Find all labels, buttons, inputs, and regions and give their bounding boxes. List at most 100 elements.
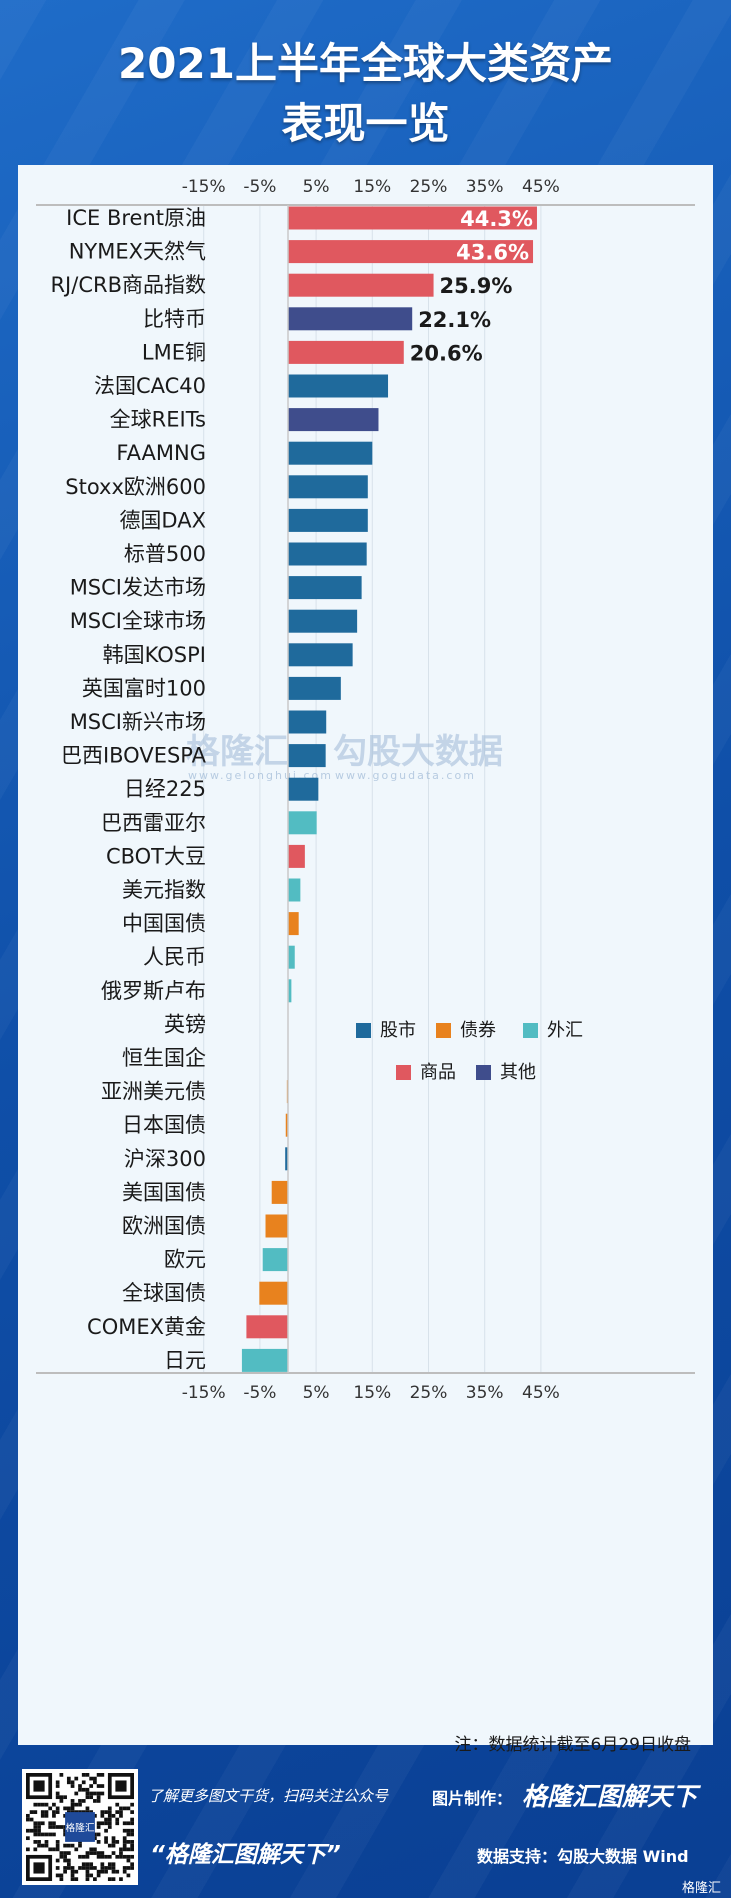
x-tick-label-bottom: 35%: [466, 1383, 504, 1403]
x-tick-label-bottom: 5%: [303, 1383, 330, 1403]
bar: [288, 576, 362, 600]
category-label: 标普500: [124, 542, 206, 566]
bar: [259, 1281, 288, 1305]
x-tick-label-top: 35%: [466, 177, 504, 197]
bar: [262, 1248, 288, 1272]
category-label: 俄罗斯卢布: [101, 979, 206, 1003]
category-label: NYMEX天然气: [69, 240, 206, 264]
bar: [288, 240, 534, 264]
category-label: 人民币: [143, 945, 206, 969]
legend-label: 商品: [420, 1062, 456, 1083]
bar: [288, 676, 341, 700]
bar: [288, 408, 379, 432]
bar: [288, 273, 434, 297]
data-label: 43.6%: [456, 241, 529, 265]
legend-label: 外汇: [547, 1020, 583, 1041]
data-label: 22.1%: [418, 308, 491, 332]
bar: [265, 1214, 288, 1238]
category-label: MSCI发达市场: [70, 576, 206, 600]
category-label: MSCI新兴市场: [70, 710, 206, 734]
legend-swatch: [523, 1023, 538, 1038]
category-label: 全球国债: [122, 1281, 206, 1305]
bar: [288, 744, 326, 768]
category-label: 美国国债: [122, 1180, 206, 1204]
title-line-1: 2021上半年全球大类资产: [118, 39, 613, 88]
bar: [288, 475, 368, 499]
page-title: 2021上半年全球大类资产 表现一览: [0, 34, 731, 154]
category-label: CBOT大豆: [106, 844, 206, 868]
bar: [288, 979, 292, 1003]
category-label: 恒生国企: [122, 1046, 206, 1070]
category-label: 日元: [164, 1348, 206, 1372]
legend-swatch: [476, 1065, 491, 1080]
category-label: 德国DAX: [119, 508, 206, 532]
x-tick-label-top: 5%: [303, 177, 330, 197]
footer: 格隆汇 了解更多图文干货，扫码关注公众号 “格隆汇图解天下” 图片制作： 格隆汇…: [0, 1755, 731, 1898]
data-label: 25.9%: [440, 274, 513, 298]
category-label: 比特币: [143, 307, 206, 331]
x-tick-label-bottom: 15%: [353, 1383, 391, 1403]
category-label: 欧洲国债: [122, 1214, 206, 1238]
bar: [241, 1348, 288, 1372]
legend-label: 股市: [380, 1020, 416, 1041]
bar-chart: -15% -15% -5% -5% 5% 5% 15% 15% 25% 25% 35% 35% 45% 4…: [36, 177, 695, 1403]
bar: [288, 609, 358, 633]
bar: [288, 710, 327, 734]
x-tick-label-top: 45%: [522, 177, 560, 197]
bar: [288, 307, 413, 331]
account-name: “格隆汇图解天下”: [150, 1842, 341, 1868]
qr-code-graphic: 格隆汇: [26, 1773, 134, 1881]
chart-panel: -15% -15% -5% -5% 5% 5% 15% 15% 25% 25% 35% 35% 45% 4…: [18, 165, 713, 1745]
category-label: 欧元: [164, 1248, 206, 1272]
category-label: 英镑: [164, 1012, 206, 1036]
category-label: COMEX黄金: [87, 1315, 206, 1339]
bar: [288, 508, 368, 532]
category-label: ICE Brent原油: [66, 206, 206, 230]
legend-swatch: [356, 1023, 371, 1038]
x-tick-label-top: 15%: [353, 177, 391, 197]
x-tick-label-top: -15%: [182, 177, 226, 197]
category-label: FAAMNG: [116, 441, 206, 465]
x-tick-label-bottom: -5%: [243, 1383, 276, 1403]
category-label: 日本国债: [122, 1113, 206, 1137]
category-label: 日经225: [124, 777, 206, 801]
bar: [288, 945, 295, 969]
qr-center-label: 格隆汇: [65, 1821, 94, 1834]
category-label: 巴西雷亚尔: [101, 811, 206, 835]
bar: [246, 1315, 288, 1339]
bar: [271, 1180, 288, 1204]
bar: [288, 912, 299, 936]
x-tick-label-bottom: -15%: [182, 1383, 226, 1403]
corner-logo: 格隆汇: [681, 1881, 721, 1896]
bar: [288, 844, 305, 868]
category-label: RJ/CRB商品指数: [50, 273, 206, 297]
data-note: 注：数据统计截至6月29日收盘: [454, 1735, 691, 1755]
qr-code[interactable]: 格隆汇: [22, 1769, 138, 1885]
bar: [288, 542, 367, 566]
bar: [288, 206, 537, 230]
category-label: 法国CAC40: [94, 374, 206, 398]
category-label: MSCI全球市场: [70, 609, 206, 633]
bar: [285, 1113, 288, 1137]
bar: [288, 777, 319, 801]
data-label: 20.6%: [410, 341, 483, 365]
data-source: 数据支持：勾股大数据 Wind: [477, 1847, 689, 1866]
category-label: 巴西IBOVESPA: [61, 744, 207, 768]
follow-text: 了解更多图文干货，扫码关注公众号: [148, 1787, 389, 1805]
legend-swatch: [436, 1023, 451, 1038]
category-label: Stoxx欧洲600: [65, 475, 206, 499]
category-label: 美元指数: [122, 878, 206, 902]
watermark-gogudata-url: www.gogudata.com: [335, 769, 476, 782]
bar: [288, 340, 404, 364]
category-label: 沪深300: [124, 1147, 206, 1171]
watermark-gogudata: 勾股大数据: [333, 732, 503, 772]
legend-swatch: [396, 1065, 411, 1080]
x-tick-label-bottom: 25%: [410, 1383, 448, 1403]
bar: [285, 1147, 288, 1171]
maker-label: 图片制作：: [432, 1789, 513, 1808]
category-label: LME铜: [142, 340, 206, 364]
bar: [288, 441, 373, 465]
category-label: 中国国债: [122, 912, 206, 936]
title-line-2: 表现一览: [281, 99, 450, 148]
